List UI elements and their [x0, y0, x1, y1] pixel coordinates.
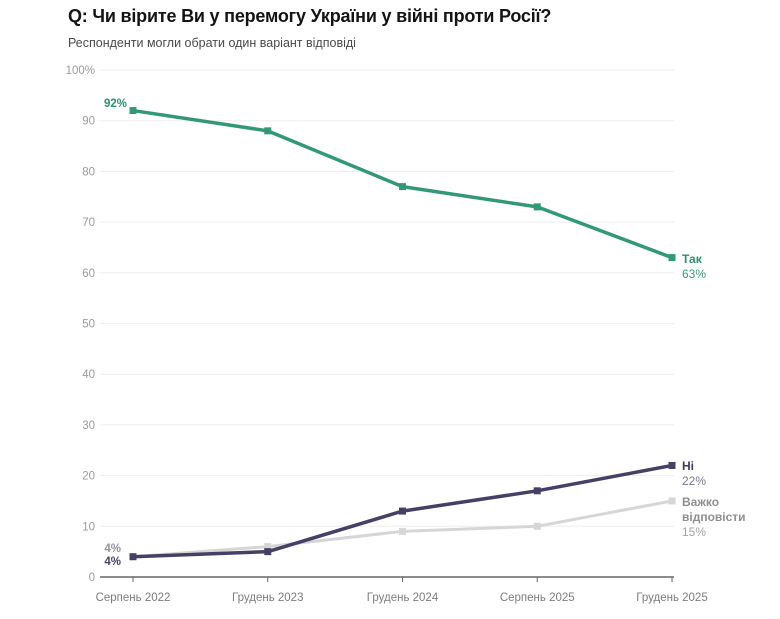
data-point-marker-series-2	[399, 527, 406, 535]
series-end-legend: Важко відповісти 15%	[682, 495, 778, 540]
x-axis-tick-label: Грудень 2023	[232, 592, 303, 604]
y-axis-tick-label: 80	[82, 166, 95, 178]
data-point-marker-series-1	[668, 461, 676, 469]
series-name-label: Ні	[682, 459, 694, 474]
y-axis-tick-label: 70	[82, 217, 95, 229]
series-end-value-label: 22%	[682, 474, 707, 489]
series-end-value-label: 63%	[682, 266, 707, 281]
data-point-marker-series-2	[668, 497, 676, 505]
y-axis-tick-label: 30	[82, 420, 95, 432]
x-axis-tick-label: Серпень 2025	[500, 592, 575, 604]
data-point-marker-series-0	[668, 254, 676, 262]
data-point-marker-series-0	[129, 107, 137, 115]
data-point-marker-series-0	[533, 203, 541, 211]
chart-subtitle: Респонденти могли обрати один варіант ві…	[68, 36, 356, 50]
y-axis-tick-label: 0	[89, 572, 95, 584]
x-axis-tick-label: Грудень 2024	[367, 592, 439, 604]
series-name-label: Так	[682, 251, 702, 266]
series-name-label: Важко відповісти	[682, 494, 746, 524]
data-point-marker-series-0	[399, 183, 406, 191]
series-start-value-label: 4%	[104, 542, 121, 555]
series-end-legend: Так 63%	[682, 252, 778, 282]
x-axis-tick-label: Серпень 2022	[96, 592, 171, 604]
series-start-value-label: 92%	[103, 97, 127, 110]
y-axis-tick-label: 100%	[66, 65, 95, 77]
data-point-marker-series-2	[533, 522, 541, 530]
data-point-marker-series-1	[533, 487, 541, 495]
data-point-marker-series-0	[264, 127, 272, 135]
data-point-marker-series-1	[129, 553, 137, 561]
data-point-marker-series-1	[264, 548, 272, 556]
x-axis-tick-label: Грудень 2025	[636, 592, 707, 604]
y-axis-tick-label: 50	[82, 319, 95, 331]
series-start-value-label: 4%	[104, 555, 121, 568]
data-point-marker-series-1	[399, 507, 406, 515]
data-point-marker-series-2	[264, 543, 272, 551]
y-axis-tick-label: 20	[82, 471, 95, 483]
chart-title: Q: Чи вірите Ви у перемогу України у вій…	[68, 6, 552, 26]
y-axis-tick-label: 90	[82, 116, 95, 128]
y-axis-tick-label: 10	[82, 521, 95, 533]
series-end-legend: Ні 22%	[682, 459, 778, 489]
series-end-value-label: 15%	[682, 524, 707, 539]
y-axis-tick-label: 40	[82, 369, 95, 381]
y-axis-tick-label: 60	[82, 268, 95, 280]
